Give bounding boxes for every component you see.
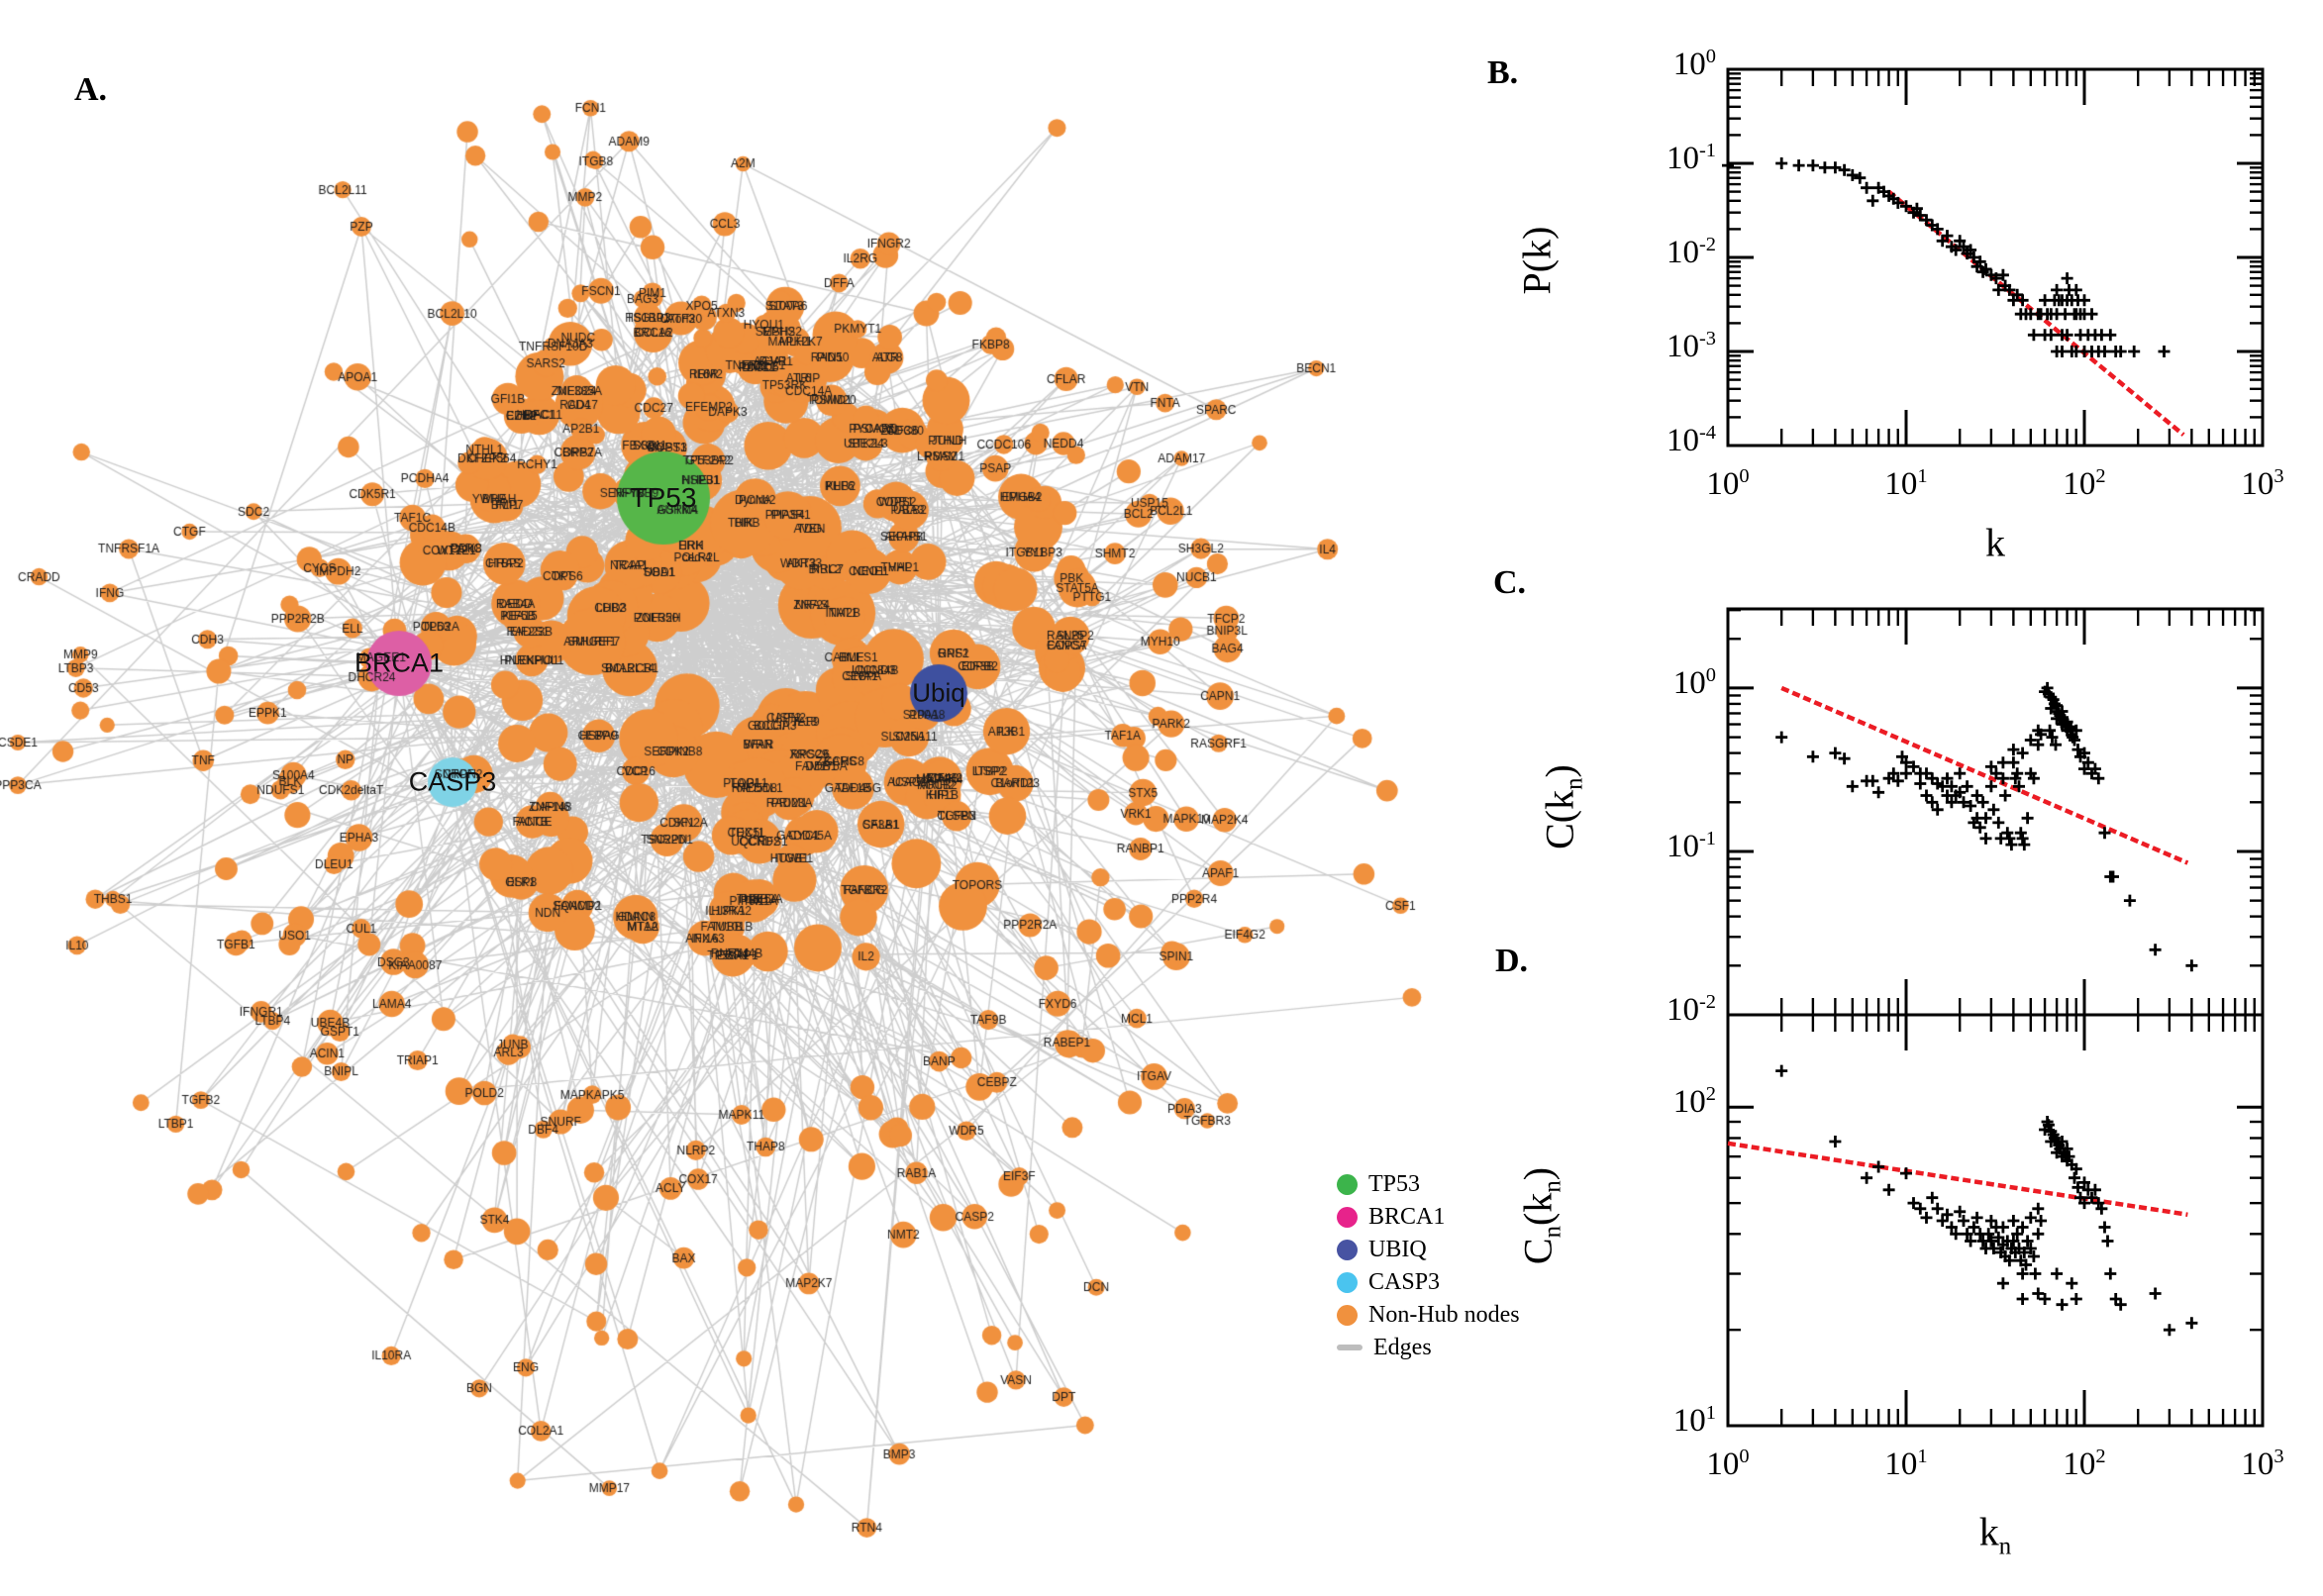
ckn-y-axis-label: C(kn) [1537, 764, 1588, 849]
cnkn-x-tick-label: 103 [2241, 1446, 2284, 1482]
pk-x-tick-label: 100 [1706, 465, 1750, 502]
plot-frame [1726, 607, 2265, 1017]
pk-y-axis-label: P(k) [1514, 226, 1560, 295]
pk-x-tick-label: 103 [2241, 465, 2284, 502]
plot-frame [1726, 67, 2265, 448]
pk-x-tick-label: 102 [2063, 465, 2106, 502]
hub-label-tp53: TP53 [630, 482, 697, 513]
legend-edge-swatch [1337, 1345, 1363, 1350]
pk-y-tick-label: 10-2 [1666, 234, 1716, 270]
chart-pk [1722, 67, 2265, 448]
panel-c-label: C. [1493, 564, 1527, 601]
pk-y-tick-label: 10-1 [1666, 140, 1716, 176]
hub-label-ubiq: Ubiq [912, 677, 965, 708]
legend: TP53 BRCA1 UBIQ CASP3 Non-Hub nodes Edges [1337, 1171, 1520, 1360]
legend-item-tp53: TP53 [1337, 1171, 1520, 1197]
legend-item-non-hub-nodes: Non-Hub nodes [1337, 1302, 1520, 1328]
hub-label-casp3: CASP3 [408, 766, 497, 797]
scatter-points [1775, 1064, 2198, 1337]
network-canvas [0, 0, 1485, 1596]
legend-item-label: UBIQ [1368, 1236, 1427, 1262]
legend-node-swatch [1337, 1173, 1358, 1195]
panel-a-label: A. [74, 71, 108, 108]
legend-item-edges: Edges [1337, 1335, 1520, 1360]
fit-line [1727, 1141, 2188, 1218]
legend-item-casp3: CASP3 [1337, 1269, 1520, 1295]
ckn-y-tick-label: 100 [1672, 663, 1716, 701]
chart-cnkn [1726, 1013, 2265, 1428]
panel-b-label: B. [1487, 54, 1519, 91]
plot-frame [1726, 1013, 2265, 1428]
pk-x-axis-label: k [1985, 520, 2005, 565]
cnkn-x-tick-label: 100 [1706, 1446, 1750, 1482]
pk-y-tick-label: 10-3 [1666, 328, 1716, 364]
pk-y-tick-label: 10-4 [1666, 422, 1716, 458]
ckn-y-tick-label: 10-1 [1666, 827, 1716, 864]
legend-node-swatch [1337, 1271, 1358, 1293]
cnkn-y-tick-label: 101 [1672, 1402, 1716, 1439]
legend-node-swatch [1337, 1304, 1358, 1326]
panel-d-label: D. [1495, 943, 1529, 979]
charts-svg [1722, 67, 2265, 1428]
cnkn-y-axis-label: Cn(kn) [1515, 1166, 1566, 1265]
legend-item-label: Edges [1373, 1334, 1432, 1360]
legend-node-swatch [1337, 1206, 1358, 1228]
pk-y-tick-label: 100 [1672, 46, 1716, 82]
cnkn-x-axis-label: kn [1978, 1509, 2012, 1560]
legend-item-ubiq: UBIQ [1337, 1237, 1520, 1262]
cnkn-x-tick-label: 102 [2063, 1446, 2106, 1482]
scatter-points [1722, 157, 2171, 357]
fit-line [1780, 685, 2189, 865]
legend-item-label: CASP3 [1368, 1268, 1441, 1295]
ckn-y-tick-label: 10-2 [1666, 991, 1716, 1028]
legend-node-swatch [1337, 1239, 1358, 1260]
pk-x-tick-label: 101 [1884, 465, 1928, 502]
hub-label-brca1: BRCA1 [354, 648, 445, 678]
cnkn-x-tick-label: 101 [1884, 1446, 1928, 1482]
legend-item-label: Non-Hub nodes [1368, 1301, 1520, 1328]
cnkn-y-tick-label: 102 [1672, 1083, 1716, 1121]
legend-item-label: TP53 [1368, 1170, 1421, 1197]
legend-item-brca1: BRCA1 [1337, 1204, 1520, 1230]
chart-ckn [1726, 607, 2265, 1017]
legend-item-label: BRCA1 [1368, 1203, 1446, 1230]
scatter-points [1775, 681, 2198, 972]
